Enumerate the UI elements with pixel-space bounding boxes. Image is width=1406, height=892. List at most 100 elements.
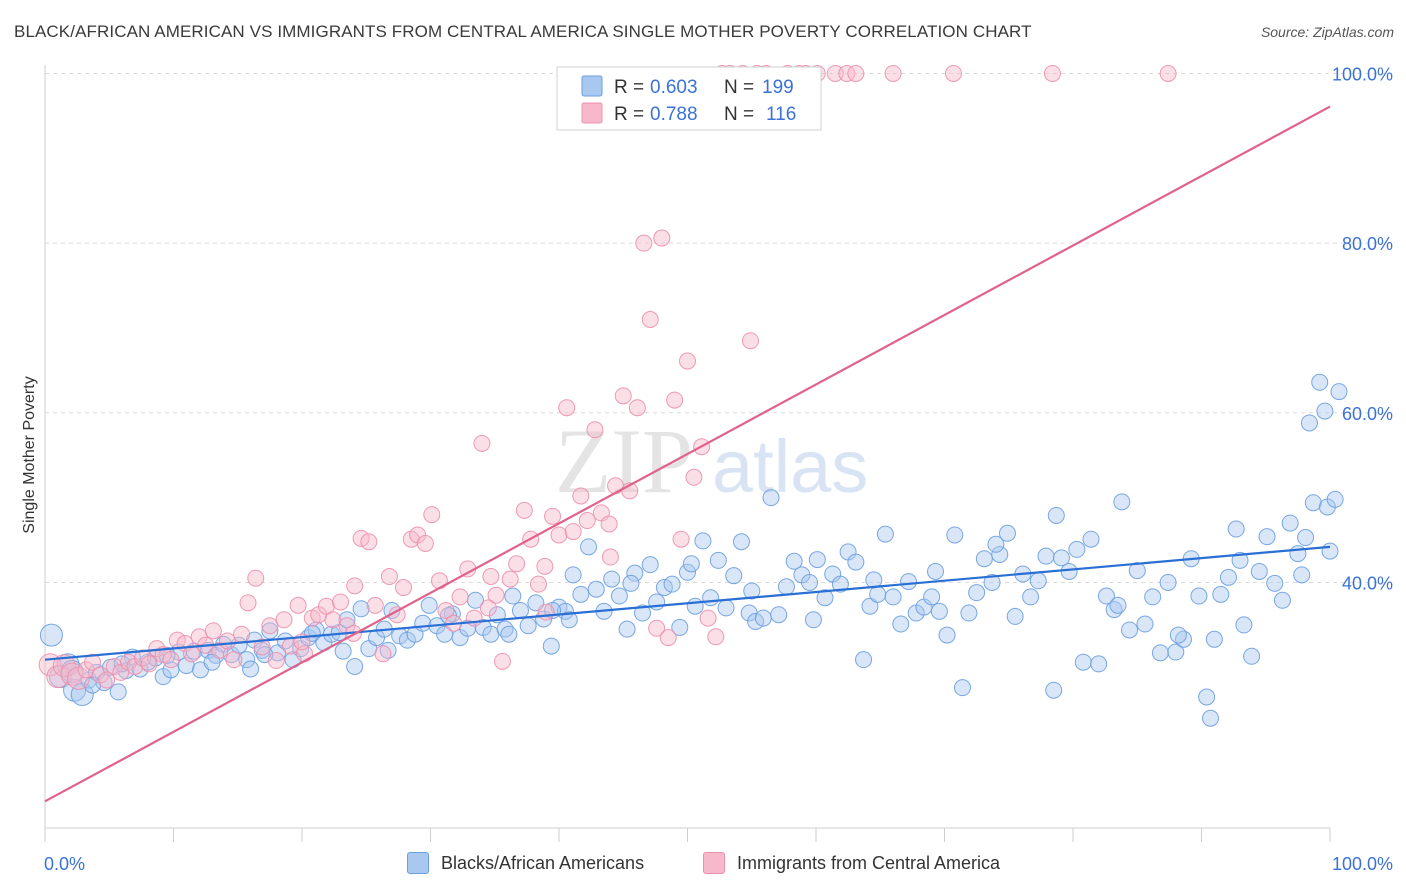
- blacks-point-126: [998, 524, 1016, 542]
- immigrants-point-43: [346, 577, 364, 595]
- blacks-point-156: [1219, 568, 1237, 586]
- blacks-point-107: [855, 651, 873, 669]
- blacks-trend-line: [44, 545, 1331, 661]
- immigrants-point-88: [659, 629, 677, 647]
- blacks-point-195: [1169, 626, 1187, 644]
- blacks-point-88: [709, 551, 727, 569]
- immigrants-point-117: [601, 548, 619, 566]
- blacks-point-83: [671, 618, 689, 636]
- blacks-point-111: [884, 588, 902, 606]
- immigrants-point-69: [529, 575, 547, 593]
- blacks-point-116: [923, 588, 941, 606]
- blacks-point-199: [334, 642, 352, 660]
- blacks-point-188: [743, 582, 761, 600]
- immigrants-point-13: [134, 649, 152, 667]
- blacks-point-94: [754, 609, 772, 627]
- immigrants-point-33: [275, 611, 293, 629]
- blacks-point-184: [500, 625, 518, 643]
- blacks-point-130: [1029, 572, 1047, 590]
- blacks-point-108: [861, 597, 879, 615]
- immigrants-point-81: [614, 387, 632, 405]
- blacks-point-109: [869, 585, 887, 603]
- watermark-zip: ZIP: [555, 410, 693, 512]
- blacks-point-158: [1235, 616, 1253, 634]
- blacks-point-77: [626, 564, 644, 582]
- stats-swatch-pink: [581, 102, 603, 124]
- blacks-point-157: [1227, 520, 1245, 538]
- immigrants-point-73: [558, 399, 576, 417]
- immigrants-point-67: [515, 501, 533, 519]
- legend-item-blacks: Blacks/African Americans: [407, 852, 644, 874]
- blacks-point-191: [927, 562, 945, 580]
- blacks-point-98: [785, 552, 803, 570]
- blacks-point-165: [1289, 545, 1307, 563]
- blacks-point-154: [1205, 630, 1223, 648]
- immigrants-point-79: [600, 515, 618, 533]
- blacks-point-160: [1250, 562, 1268, 580]
- blacks-point-136: [1074, 653, 1092, 671]
- y-tick-label-0: 40.0%: [1342, 573, 1393, 593]
- immigrants-point-6: [84, 653, 102, 671]
- blacks-point-66: [542, 637, 560, 655]
- blacks-point-166: [1297, 529, 1315, 547]
- blacks-point-189: [804, 611, 822, 629]
- immigrants-point-111: [1043, 64, 1061, 82]
- immigrants-point-62: [479, 599, 497, 617]
- blacks-point-40: [346, 657, 364, 675]
- immigrants-point-40: [324, 611, 342, 629]
- immigrants-point-55: [430, 572, 448, 590]
- blacks-point-63: [519, 617, 537, 635]
- immigrants-point-47: [374, 645, 392, 663]
- immigrants-point-75: [572, 487, 590, 505]
- blacks-point-162: [1266, 574, 1284, 592]
- legend-label-immigrants: Immigrants from Central America: [737, 852, 1001, 873]
- blacks-point-169: [1311, 373, 1329, 391]
- stats-n-value-blue: 199: [762, 77, 794, 98]
- watermark-atlas: atlas: [712, 425, 868, 508]
- blacks-point-121: [960, 604, 978, 622]
- blacks-point-118: [938, 626, 956, 644]
- immigrants-point-89: [666, 391, 684, 409]
- immigrants-point-91: [679, 352, 696, 370]
- blacks-point-133: [1052, 549, 1070, 567]
- immigrants-point-80: [607, 477, 625, 495]
- blacks-point-78: [634, 604, 652, 622]
- stats-r-label-pink: R =: [614, 104, 644, 125]
- blacks-point-153: [1201, 709, 1219, 727]
- blacks-point-146: [1151, 644, 1169, 662]
- blacks-point-167: [1304, 494, 1322, 512]
- blacks-point-74: [603, 570, 621, 588]
- immigrants-point-116: [537, 603, 555, 621]
- immigrants-point-1: [46, 665, 70, 689]
- blacks-point-187: [682, 555, 700, 573]
- immigrants-point-53: [416, 534, 434, 552]
- blacks-point-113: [900, 573, 918, 591]
- legend-label-blacks: Blacks/African Americans: [441, 852, 645, 873]
- legend-swatch-blue: [407, 852, 429, 874]
- immigrants-point-56: [437, 601, 455, 619]
- blacks-point-90: [725, 567, 743, 585]
- immigrants-point-115: [482, 568, 500, 586]
- immigrants-point-74: [564, 523, 582, 541]
- blacks-point-174: [1330, 383, 1348, 401]
- blacks-point-139: [1097, 587, 1115, 605]
- blacks-point-198: [242, 660, 260, 678]
- immigrants-point-64: [493, 652, 511, 670]
- blacks-point-0: [39, 623, 63, 647]
- immigrants-point-70: [536, 557, 554, 575]
- blacks-point-137: [1082, 530, 1100, 548]
- immigrants-point-61: [473, 434, 491, 452]
- immigrants-point-76: [578, 512, 596, 530]
- blacks-point-147: [1159, 573, 1177, 591]
- blacks-point-75: [610, 587, 628, 605]
- blacks-point-129: [1022, 588, 1040, 606]
- blacks-point-197: [1293, 566, 1311, 584]
- source-credit: Source: ZipAtlas.com: [1260, 24, 1394, 40]
- blacks-point-58: [482, 625, 500, 643]
- immigrants-point-30: [253, 638, 271, 656]
- blacks-point-50: [420, 596, 438, 614]
- blacks-point-106: [847, 553, 865, 571]
- stats-n-label-blue: N =: [724, 77, 754, 98]
- axes: [44, 65, 1331, 842]
